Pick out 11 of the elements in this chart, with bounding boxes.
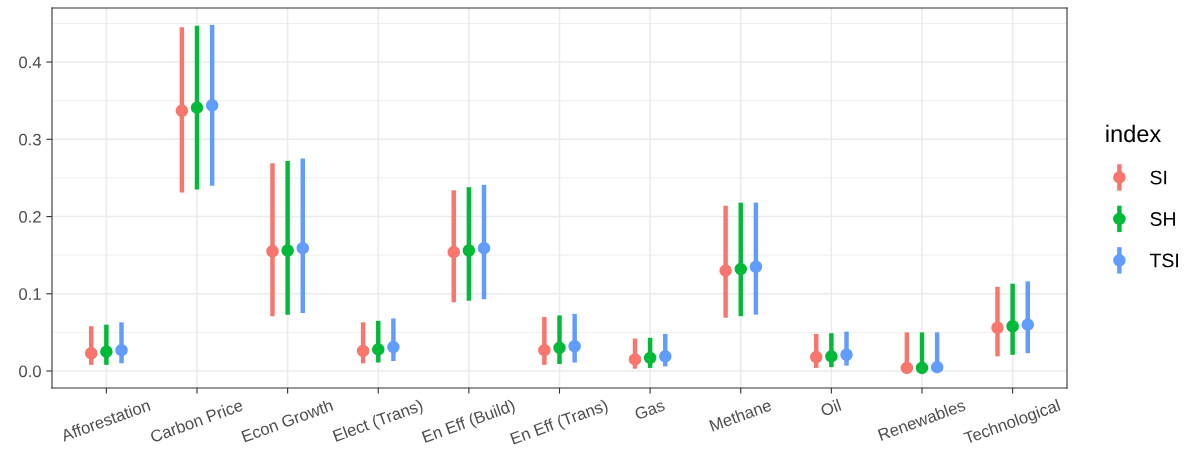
legend-label: TSI (1149, 253, 1178, 268)
y-tick-label: 0.2 (19, 210, 41, 223)
x-tick-label: Gas (634, 399, 666, 421)
y-tick-label: 0.3 (19, 133, 41, 146)
legend-label: SH (1150, 212, 1175, 226)
y-tick-label: 0.0 (19, 365, 41, 378)
x-tick-label: Oil (819, 398, 842, 417)
y-tick-label: 0.4 (19, 56, 42, 69)
legend-label: SI (1150, 170, 1167, 185)
y-tick-label: 0.1 (19, 288, 41, 300)
legend-title: index (1106, 124, 1161, 143)
